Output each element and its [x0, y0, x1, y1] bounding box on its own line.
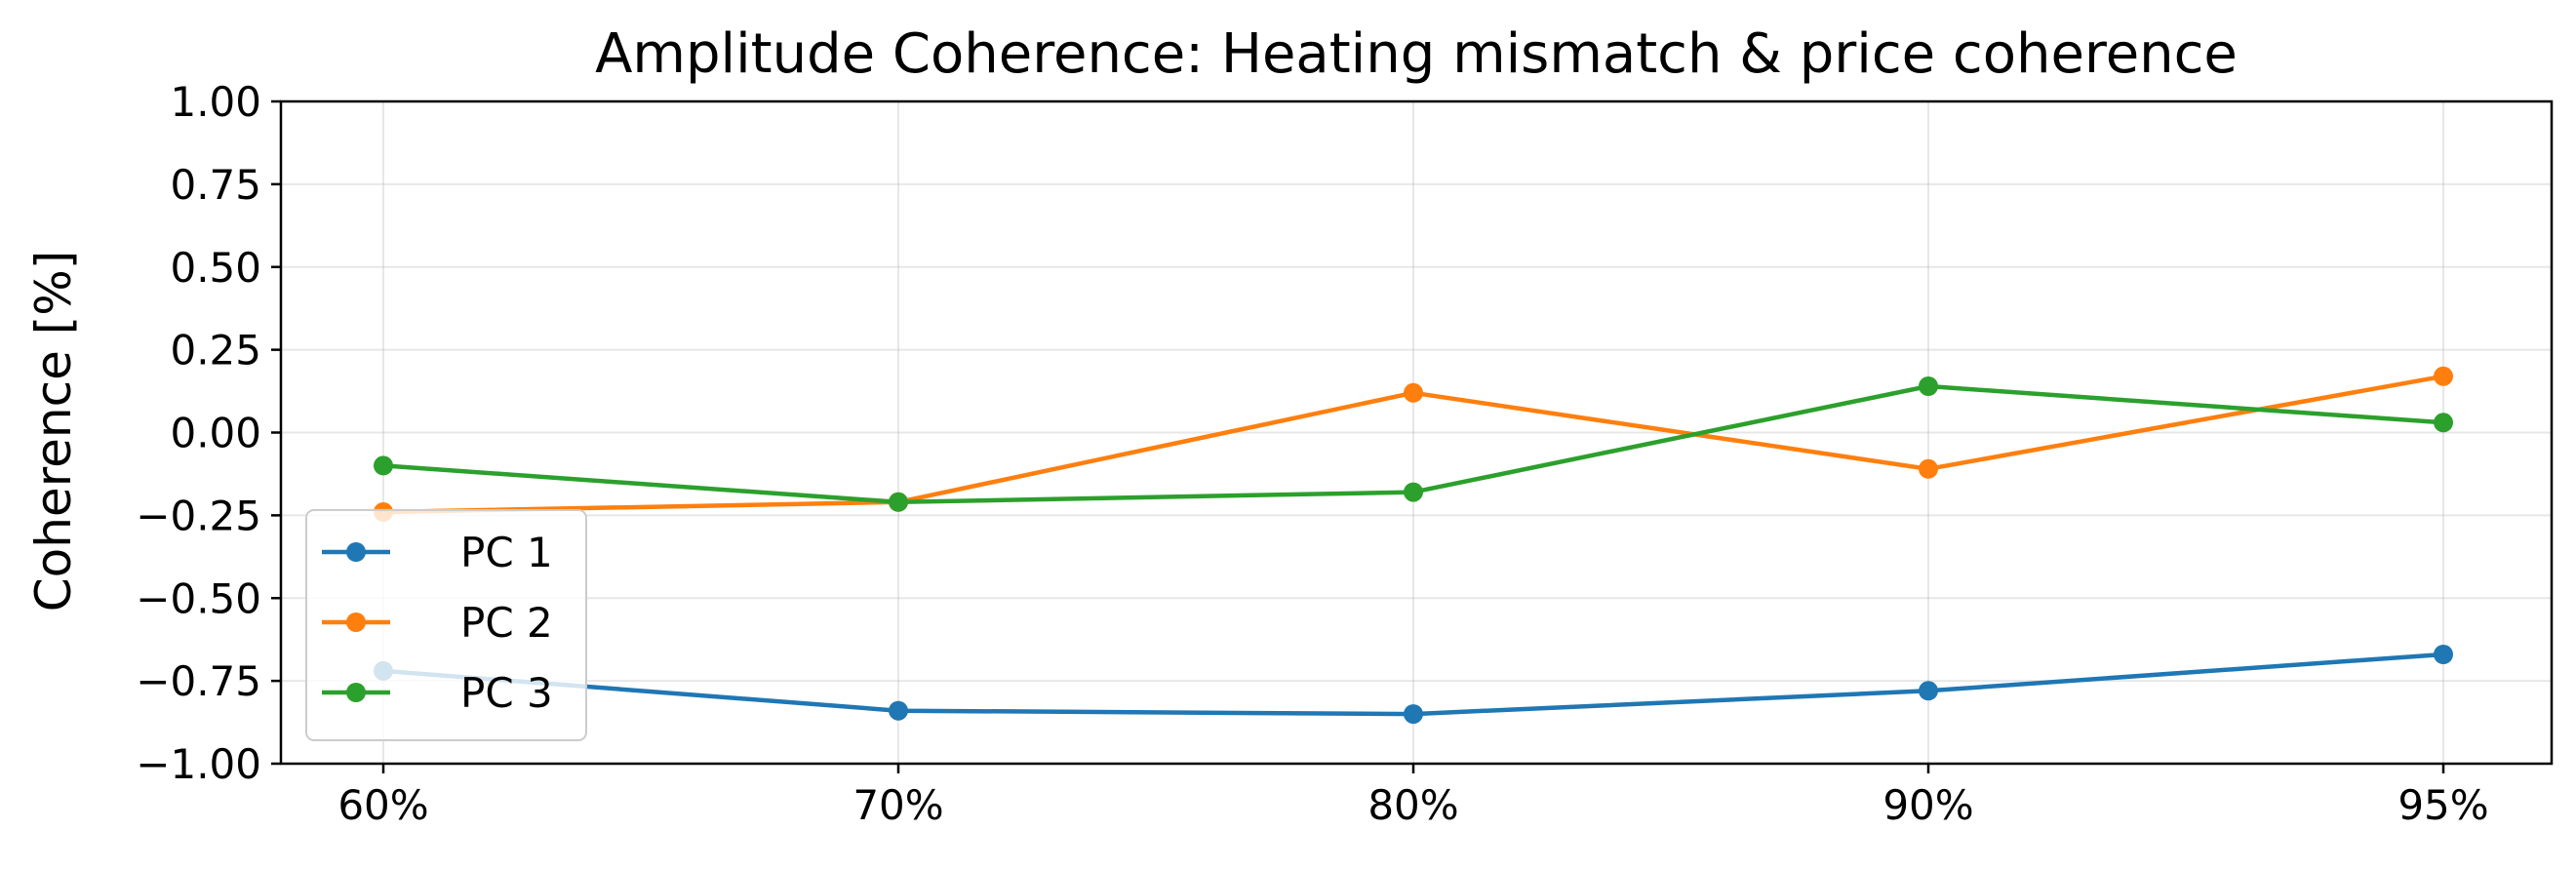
y-tick-label: −0.75 — [136, 657, 261, 705]
y-tick-label: −0.25 — [136, 492, 261, 539]
x-tick-label: 60% — [337, 781, 428, 829]
x-tick-label: 90% — [1882, 781, 1973, 829]
legend: PC 1 PC 2 PC 3 — [305, 509, 587, 741]
y-tick-label: 0.50 — [170, 244, 261, 292]
data-point — [1919, 376, 1938, 396]
y-tick-label: −0.50 — [136, 574, 261, 622]
y-axis-label: Coherence [%] — [25, 251, 82, 612]
data-point — [1919, 681, 1938, 701]
legend-entry: PC 2 — [322, 599, 553, 647]
legend-box — [305, 509, 587, 741]
y-tick-label: 0.25 — [170, 327, 261, 375]
data-point — [889, 700, 908, 721]
legend-marker — [346, 683, 366, 702]
legend-label: PC 2 — [460, 599, 553, 647]
y-tick-label: 0.75 — [170, 161, 261, 209]
data-point — [2434, 413, 2453, 433]
data-point — [2434, 645, 2453, 664]
series-3 — [374, 376, 2453, 512]
x-tick-label: 80% — [1367, 781, 1458, 829]
y-tick-label: 0.00 — [170, 410, 261, 457]
axis-ticks: 60% 70% 80% 90% 95% 1.00 0.75 0.50 0.25 0.00 −0.25… — [136, 78, 2488, 829]
y-tick-label: −1.00 — [136, 740, 261, 788]
data-point — [1404, 482, 1423, 502]
x-tick-label: 95% — [2398, 781, 2488, 829]
data-point — [1404, 704, 1423, 725]
data-point — [1919, 458, 1938, 479]
plot-area-frame — [279, 99, 2554, 766]
data-point — [1404, 382, 1423, 403]
data-point — [2434, 366, 2453, 386]
legend-label: PC 1 — [460, 529, 553, 576]
x-tick-label: 70% — [852, 781, 943, 829]
legend-marker — [346, 542, 366, 562]
legend-label: PC 3 — [460, 669, 553, 717]
legend-entry: PC 3 — [322, 669, 553, 717]
data-point — [889, 492, 908, 512]
chart-title: Amplitude Coherence: Heating mismatch & … — [595, 22, 2238, 86]
data-point — [374, 455, 393, 476]
y-tick-label: 1.00 — [170, 78, 261, 126]
legend-entry: PC 1 — [322, 529, 553, 576]
legend-marker — [346, 612, 366, 632]
